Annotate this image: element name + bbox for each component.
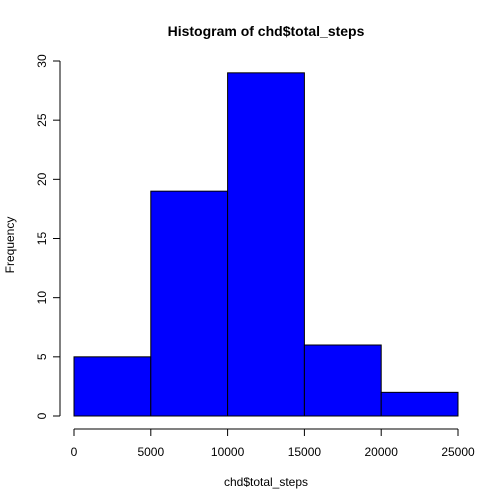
y-axis: 0 5 10 15 20 25 30 <box>35 54 61 419</box>
histogram-bar <box>227 72 305 417</box>
y-tick-label: 25 <box>35 113 49 127</box>
x-axis: 0 5000 10000 15000 20000 25000 <box>71 428 475 459</box>
y-tick-label: 5 <box>35 353 49 360</box>
y-tick-label: 20 <box>35 172 49 186</box>
x-tick-label: 25000 <box>441 445 475 459</box>
chart-title: Histogram of chd$total_steps <box>168 23 365 39</box>
x-tick-label: 5000 <box>137 445 164 459</box>
histogram-bar <box>303 344 382 417</box>
y-axis-label: Frequency <box>3 217 17 274</box>
histogram-bar <box>380 391 459 417</box>
histogram-bar <box>150 190 229 417</box>
y-tick-label: 30 <box>35 54 49 68</box>
y-tick-label: 0 <box>35 412 49 419</box>
x-axis-label: chd$total_steps <box>224 475 308 489</box>
x-tick-label: 15000 <box>288 445 322 459</box>
x-tick-label: 10000 <box>211 445 245 459</box>
y-tick-label: 15 <box>35 232 49 246</box>
histogram-bar <box>73 356 152 417</box>
y-tick-label: 10 <box>35 291 49 305</box>
x-tick-label: 0 <box>71 445 78 459</box>
bars-group <box>73 72 459 417</box>
x-tick-label: 20000 <box>365 445 399 459</box>
